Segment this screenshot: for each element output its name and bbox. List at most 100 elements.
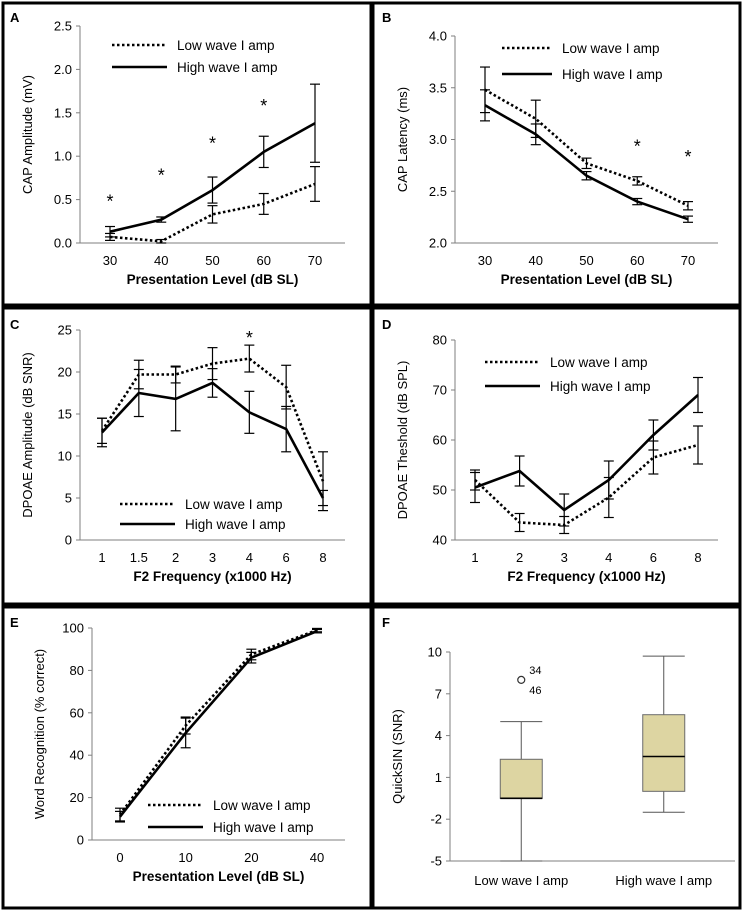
y-tick-label: 60 [70,705,84,720]
y-tick-label: 100 [62,621,84,636]
error-bar [207,205,218,224]
y-tick-label: 1.5 [54,105,72,120]
error-bar [312,628,322,634]
error-bar [514,512,525,533]
panel-f-frame [371,605,742,910]
x-tick-label: 50 [579,253,593,268]
error-bar [310,166,320,202]
error-bar [180,717,191,749]
series-line-high [101,381,325,499]
outlier-label: 46 [529,685,541,697]
x-tick-label: 1 [98,550,105,565]
error-bar [632,176,643,186]
legend-label: High wave I amp [550,379,651,394]
y-tick-label: 80 [70,663,84,678]
x-tick-label: 60 [630,253,644,268]
error-bar [310,83,320,163]
x-tick-label: 40 [529,253,543,268]
error-bar [470,471,480,504]
x-tick-label: 2 [172,550,179,565]
x-tick-label: 2 [516,550,523,565]
legend: Low wave I amp High wave I amp [148,798,314,835]
x-tick-label: 60 [257,253,271,268]
error-bar [581,157,592,170]
legend: Low wave I amp High wave I amp [485,355,651,394]
error-bar [133,368,144,418]
y-tick-label: 4 [435,728,442,743]
y-tick-label: 5 [65,491,72,506]
y-tick-label: 0 [77,833,84,848]
y-tick-label: 15 [58,407,72,422]
panel-c-frame [1,306,373,606]
panel-a-frame [1,1,373,307]
error-bar [258,135,269,169]
x-tick-label: 3 [561,550,568,565]
x-tick-label: 50 [205,253,219,268]
x-tick-label: 40 [310,850,324,865]
legend: Low wave I amp High wave I amp [120,497,286,532]
panel-d-label: D [382,317,391,332]
significance-star: * [684,147,691,167]
series-line-high [474,394,699,512]
y-tick-label: 2.5 [429,184,447,199]
y-tick-label: 2.5 [54,19,72,34]
error-bar [246,651,257,664]
x-tick-label: 1.5 [130,550,148,565]
x-tick-label: 30 [478,253,492,268]
y-axis-label: CAP Amplitude (mV) [20,75,35,194]
panel-f-label: F [382,615,390,630]
y-tick-label: 1.0 [54,149,72,164]
x-axis-label: Presentation Level (dB SL) [501,272,673,287]
y-axis-label: Word Recognition (% correct) [32,649,47,819]
panel-e-label: E [10,615,19,630]
significance-star: * [260,96,267,116]
panel-e: E 0 20 40 60 80 100 Word Recognition (% correct… [1,605,373,910]
y-tick-label: 60 [433,433,447,448]
x-tick-label: 0 [116,850,123,865]
y-tick-label: 20 [70,790,84,805]
error-bar [281,364,292,410]
y-tick-label: 70 [433,383,447,398]
x-tick-label: 6 [283,550,290,565]
outlier-label: 34 [529,665,541,677]
series-line-high [118,629,318,818]
legend-label: Low wave I amp [185,497,283,512]
y-tick-label: 0.0 [54,236,72,251]
panel-d: D 40 50 60 70 80 DPOAE Theshold (dB SPL) 1 2 3 4 6 8… [371,306,742,606]
panel-a: A 0.0 0.5 1.0 1.5 2.0 2.5 CAP Amplitude (mV) 30 4… [1,1,373,307]
x-tick-label: 70 [308,253,322,268]
error-bar [559,493,570,527]
y-tick-label: 20 [58,365,72,380]
x-tick-label: 40 [154,253,168,268]
error-bar [170,366,181,432]
legend: Low wave I amp High wave I amp [112,38,278,75]
error-bar [648,419,659,451]
legend-label: Low wave I amp [177,38,275,53]
legend-label: Low wave I amp [550,355,648,370]
y-tick-label: 3.5 [429,80,447,95]
error-bar [97,417,107,448]
error-bar [156,238,167,244]
error-bar [530,123,541,146]
y-tick-label: 2.0 [54,62,72,77]
y-tick-label: 40 [433,533,447,548]
error-bar [258,192,269,215]
legend-label: Low wave I amp [213,798,311,813]
panel-b-frame [371,1,742,307]
error-bar [115,810,125,823]
panel-d-frame [371,306,742,606]
significance-star: * [106,192,113,212]
y-tick-label: 1 [435,770,442,785]
legend-label: Low wave I amp [562,41,660,56]
x-axis-label: Presentation Level (dB SL) [133,869,305,884]
box-low: 34 46 [499,665,543,862]
error-bar [683,201,693,211]
error-bar [693,425,703,465]
y-tick-label: 80 [433,333,447,348]
error-bar [281,405,292,453]
legend-label: High wave I amp [213,820,314,835]
y-tick-label: 7 [435,686,442,701]
y-tick-label: 25 [58,323,72,338]
error-bar [207,368,218,398]
